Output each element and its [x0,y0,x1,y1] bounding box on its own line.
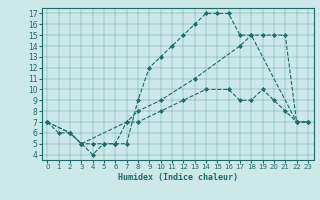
X-axis label: Humidex (Indice chaleur): Humidex (Indice chaleur) [118,173,237,182]
